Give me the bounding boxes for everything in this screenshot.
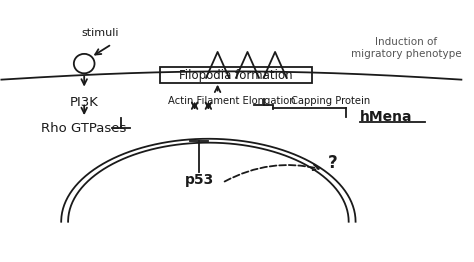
Text: Induction of
migratory phenotype: Induction of migratory phenotype <box>351 37 462 59</box>
Text: stimuli: stimuli <box>82 28 119 38</box>
Text: Filopodia formation: Filopodia formation <box>179 69 293 82</box>
Text: hMena: hMena <box>360 110 413 124</box>
Text: p53: p53 <box>184 173 214 187</box>
Text: ?: ? <box>328 154 337 172</box>
Text: Rho GTPases: Rho GTPases <box>42 122 127 135</box>
Text: Actin Filament Elongation: Actin Filament Elongation <box>168 96 295 106</box>
Text: PI3K: PI3K <box>70 96 99 109</box>
Text: Capping Protein: Capping Protein <box>291 96 371 106</box>
